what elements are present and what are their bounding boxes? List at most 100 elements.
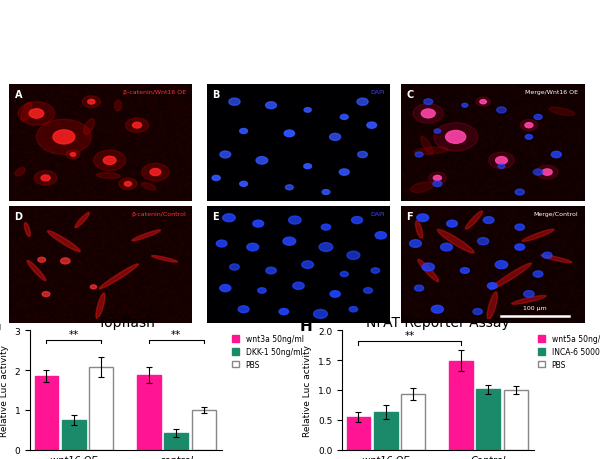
Ellipse shape: [21, 103, 32, 122]
Circle shape: [524, 291, 534, 298]
Circle shape: [488, 153, 514, 169]
Bar: [476, 390, 500, 450]
Bar: [347, 417, 370, 450]
Circle shape: [304, 164, 311, 169]
Circle shape: [409, 240, 421, 248]
Circle shape: [293, 282, 304, 290]
Circle shape: [460, 268, 469, 274]
Circle shape: [487, 283, 497, 289]
Text: **: **: [171, 330, 181, 340]
Circle shape: [230, 264, 239, 270]
Circle shape: [289, 217, 301, 224]
Text: Merge/Wnt16 OE: Merge/Wnt16 OE: [526, 90, 578, 95]
Circle shape: [279, 309, 289, 315]
Circle shape: [433, 176, 442, 181]
Circle shape: [422, 263, 434, 271]
Circle shape: [103, 157, 116, 165]
Ellipse shape: [47, 231, 80, 252]
Circle shape: [286, 185, 293, 190]
Ellipse shape: [414, 148, 448, 155]
Circle shape: [229, 99, 240, 106]
Circle shape: [497, 107, 506, 114]
Ellipse shape: [27, 261, 46, 281]
Circle shape: [125, 118, 149, 133]
Circle shape: [515, 244, 524, 251]
Circle shape: [150, 169, 161, 176]
Circle shape: [330, 291, 340, 297]
Circle shape: [283, 238, 296, 246]
Circle shape: [66, 151, 80, 160]
Ellipse shape: [549, 108, 575, 116]
Circle shape: [357, 99, 368, 106]
Circle shape: [515, 224, 524, 231]
Text: **: **: [69, 330, 79, 340]
Ellipse shape: [25, 223, 30, 237]
Text: A: A: [14, 90, 22, 100]
Circle shape: [220, 285, 231, 292]
Ellipse shape: [418, 260, 439, 282]
Bar: [449, 361, 473, 450]
Ellipse shape: [96, 293, 105, 319]
Y-axis label: Relative Luc activity: Relative Luc activity: [0, 344, 9, 436]
Circle shape: [329, 134, 341, 141]
Circle shape: [142, 164, 169, 181]
Circle shape: [498, 165, 505, 169]
Bar: [62, 420, 86, 450]
Circle shape: [476, 98, 490, 107]
Circle shape: [314, 310, 328, 319]
Text: β-catenin/Control: β-catenin/Control: [132, 211, 187, 216]
Circle shape: [220, 152, 230, 158]
Text: H: H: [300, 319, 313, 334]
Ellipse shape: [541, 255, 572, 263]
Circle shape: [256, 157, 268, 165]
Circle shape: [462, 104, 468, 108]
Circle shape: [358, 152, 367, 158]
Ellipse shape: [132, 230, 161, 241]
Circle shape: [42, 292, 50, 297]
Circle shape: [239, 129, 248, 134]
Text: F: F: [406, 211, 413, 221]
Circle shape: [421, 110, 435, 118]
Circle shape: [440, 244, 452, 252]
Circle shape: [257, 288, 266, 293]
Circle shape: [367, 123, 377, 129]
Bar: [137, 375, 161, 450]
Circle shape: [533, 170, 543, 176]
Circle shape: [340, 115, 348, 120]
Circle shape: [253, 221, 263, 228]
Bar: [164, 433, 188, 450]
Circle shape: [82, 96, 101, 108]
Circle shape: [480, 101, 487, 105]
Ellipse shape: [522, 230, 554, 242]
Text: Merge/Control: Merge/Control: [533, 211, 578, 216]
Circle shape: [551, 152, 562, 158]
Bar: [504, 390, 527, 450]
Circle shape: [34, 171, 57, 186]
Circle shape: [483, 217, 494, 224]
Text: DAPI: DAPI: [370, 90, 385, 95]
Circle shape: [70, 153, 76, 157]
Circle shape: [375, 232, 386, 240]
Legend: wnt3a 50ng/ml, DKK-1 50ng/ml, PBS: wnt3a 50ng/ml, DKK-1 50ng/ml, PBS: [232, 334, 304, 369]
Circle shape: [533, 271, 543, 278]
Circle shape: [525, 123, 533, 129]
Bar: [35, 376, 58, 450]
Circle shape: [364, 288, 373, 294]
Ellipse shape: [97, 174, 121, 179]
Circle shape: [119, 179, 137, 190]
Circle shape: [37, 120, 91, 155]
Circle shape: [304, 108, 311, 113]
Circle shape: [352, 217, 362, 224]
Circle shape: [446, 131, 466, 144]
Circle shape: [124, 182, 131, 187]
Circle shape: [340, 272, 349, 277]
Circle shape: [88, 100, 95, 105]
Circle shape: [302, 261, 314, 269]
Circle shape: [536, 166, 558, 179]
Circle shape: [434, 129, 441, 134]
Ellipse shape: [83, 119, 94, 135]
Circle shape: [534, 115, 542, 120]
Circle shape: [339, 169, 349, 176]
Ellipse shape: [421, 137, 433, 155]
Circle shape: [319, 243, 333, 252]
